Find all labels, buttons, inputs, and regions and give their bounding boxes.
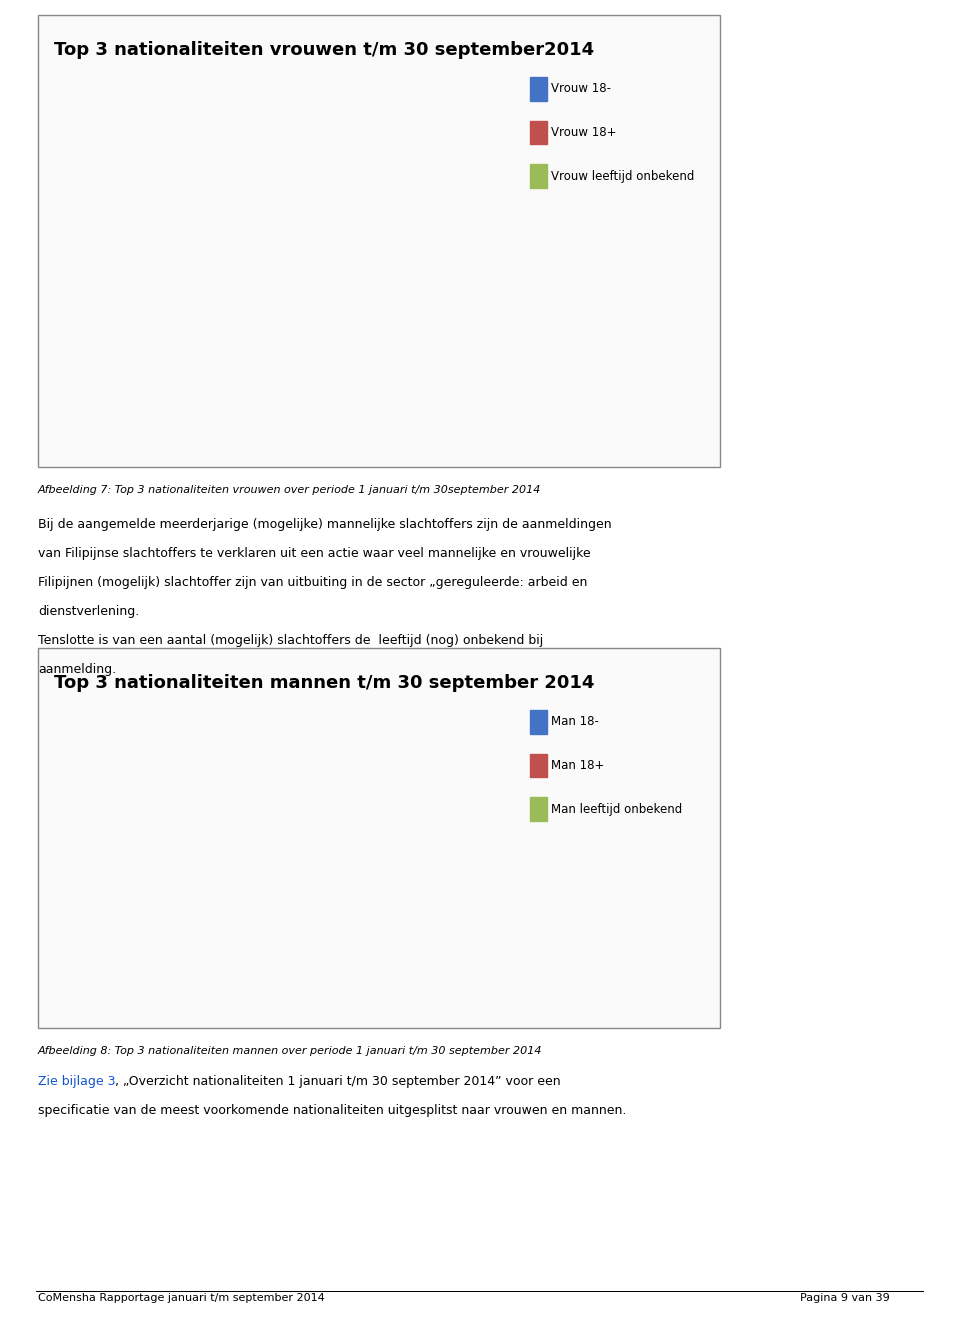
Text: 2: 2 bbox=[487, 357, 493, 370]
Text: 45: 45 bbox=[274, 707, 288, 720]
Bar bbox=[215, 923, 244, 938]
Bar bbox=[202, 366, 228, 376]
Bar bbox=[164, 923, 192, 938]
Text: Tenslotte is van een aantal (mogelijk) slachtoffers de  leeftijd (nog) onbekend : Tenslotte is van een aantal (mogelijk) s… bbox=[38, 634, 543, 647]
Text: Vrouw leeftijd onbekend: Vrouw leeftijd onbekend bbox=[551, 169, 694, 182]
Bar bbox=[318, 890, 347, 938]
Bar bbox=[370, 890, 397, 938]
Text: 4: 4 bbox=[441, 353, 448, 366]
Bar bbox=[432, 369, 457, 376]
Text: Vrouw 18+: Vrouw 18+ bbox=[551, 125, 616, 139]
Text: Bij de aangemelde meerderjarige (mogelijke) mannelijke slachtoffers zijn de aanm: Bij de aangemelde meerderjarige (mogelij… bbox=[38, 518, 612, 531]
Text: Man 18-: Man 18- bbox=[551, 716, 599, 728]
Text: dienstverlening.: dienstverlening. bbox=[38, 605, 139, 618]
Text: 10: 10 bbox=[324, 875, 340, 888]
Text: Top 3 nationaliteiten mannen t/m 30 september 2014: Top 3 nationaliteiten mannen t/m 30 sept… bbox=[55, 674, 594, 692]
Text: specificatie van de meest voorkomende nationaliteiten uitgesplitst naar vrouwen : specificatie van de meest voorkomende na… bbox=[38, 1104, 626, 1118]
Bar bbox=[421, 919, 449, 938]
Bar bbox=[386, 369, 411, 376]
Text: Afbeelding 7: Top 3 nationaliteiten vrouwen over periode 1 januari t/m 30septemb: Afbeelding 7: Top 3 nationaliteiten vrou… bbox=[38, 485, 541, 495]
Text: 6: 6 bbox=[211, 349, 219, 362]
Text: 14: 14 bbox=[119, 856, 134, 869]
Text: Man leeftijd onbekend: Man leeftijd onbekend bbox=[551, 803, 683, 815]
Text: Pagina 9 van 39: Pagina 9 van 39 bbox=[800, 1293, 890, 1303]
Bar bbox=[472, 933, 501, 938]
Bar bbox=[340, 246, 365, 376]
Text: Filipijnen (mogelijk) slachtoffer zijn van uitbuiting in de sector „gereguleerde: Filipijnen (mogelijk) slachtoffer zijn v… bbox=[38, 576, 588, 589]
Text: 4: 4 bbox=[431, 904, 439, 917]
Bar bbox=[110, 240, 135, 376]
Text: CoMensha Rapportage januari t/m september 2014: CoMensha Rapportage januari t/m septembe… bbox=[38, 1293, 324, 1303]
Text: 3: 3 bbox=[226, 909, 233, 922]
Text: 10: 10 bbox=[161, 342, 177, 354]
Bar bbox=[477, 373, 503, 376]
Text: 67: 67 bbox=[345, 230, 360, 243]
Bar bbox=[156, 358, 181, 376]
Text: 149: 149 bbox=[250, 70, 272, 83]
Bar bbox=[112, 871, 140, 938]
Text: 4: 4 bbox=[395, 353, 402, 366]
Bar bbox=[248, 86, 274, 376]
Text: Zie bijlage 3: Zie bijlage 3 bbox=[38, 1075, 115, 1089]
Text: 10: 10 bbox=[376, 875, 391, 888]
Bar bbox=[267, 723, 295, 938]
Text: van Filipijnse slachtoffers te verklaren uit een actie waar veel mannelijke en v: van Filipijnse slachtoffers te verklaren… bbox=[38, 547, 590, 560]
Text: Man 18+: Man 18+ bbox=[551, 760, 605, 771]
Text: 70: 70 bbox=[115, 225, 131, 238]
Text: aanmelding.: aanmelding. bbox=[38, 663, 116, 676]
Text: 1: 1 bbox=[483, 918, 491, 931]
Bar bbox=[294, 196, 319, 376]
Text: Top 3 nationaliteiten vrouwen t/m 30 september2014: Top 3 nationaliteiten vrouwen t/m 30 sep… bbox=[55, 41, 594, 59]
Text: , „Overzicht nationaliteiten 1 januari t/m 30 september 2014” voor een: , „Overzicht nationaliteiten 1 januari t… bbox=[115, 1075, 561, 1089]
Text: 93: 93 bbox=[300, 180, 314, 193]
Text: 3: 3 bbox=[174, 909, 181, 922]
Text: Afbeelding 8: Top 3 nationaliteiten mannen over periode 1 januari t/m 30 septemb: Afbeelding 8: Top 3 nationaliteiten mann… bbox=[38, 1046, 542, 1055]
Text: Vrouw 18-: Vrouw 18- bbox=[551, 82, 612, 95]
